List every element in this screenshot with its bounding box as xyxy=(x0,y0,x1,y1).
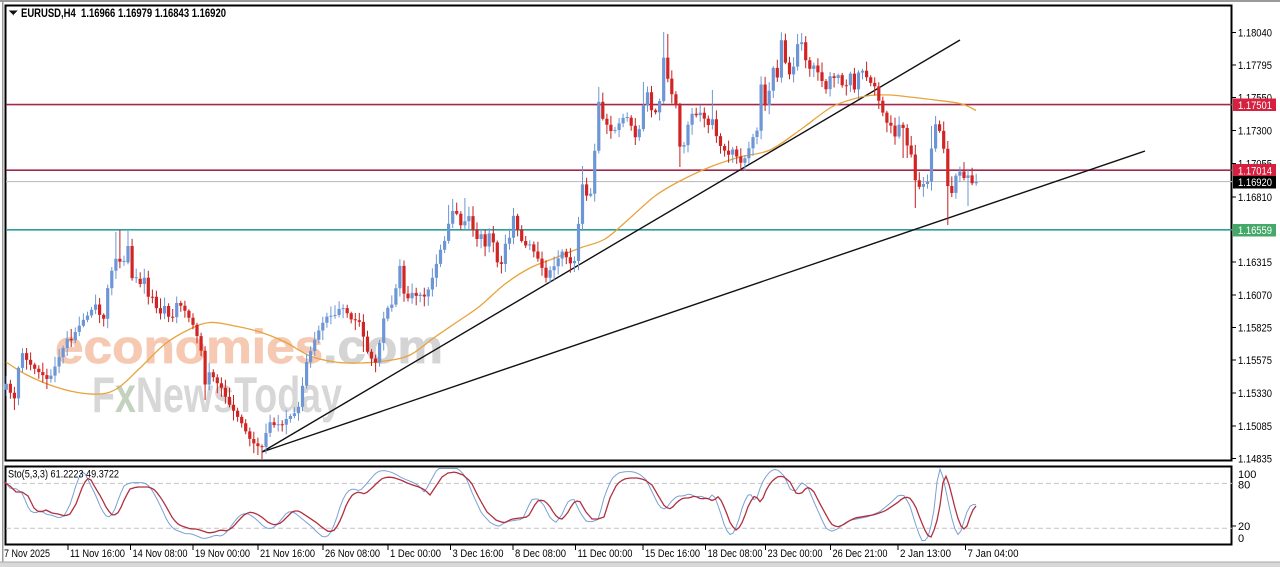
svg-text:23 Dec 00:00: 23 Dec 00:00 xyxy=(768,548,823,560)
svg-text:21 Nov 16:00: 21 Nov 16:00 xyxy=(260,548,315,560)
svg-text:18 Dec 08:00: 18 Dec 08:00 xyxy=(708,548,763,560)
svg-text:1.16315: 1.16315 xyxy=(1238,257,1272,269)
svg-text:19 Nov 00:00: 19 Nov 00:00 xyxy=(195,548,250,560)
svg-text:0: 0 xyxy=(1238,533,1244,545)
svg-text:26 Dec 21:00: 26 Dec 21:00 xyxy=(833,548,888,560)
svg-text:3 Dec 16:00: 3 Dec 16:00 xyxy=(453,548,504,560)
svg-text:1.16070: 1.16070 xyxy=(1238,290,1272,302)
svg-text:1.17795: 1.17795 xyxy=(1238,60,1272,72)
svg-text:1.16559: 1.16559 xyxy=(1238,225,1272,237)
svg-text:20: 20 xyxy=(1238,521,1250,533)
svg-text:7 Nov 2025: 7 Nov 2025 xyxy=(4,548,50,560)
svg-text:100: 100 xyxy=(1238,469,1256,481)
svg-text:1.15575: 1.15575 xyxy=(1238,355,1272,367)
svg-text:1.16920: 1.16920 xyxy=(1238,177,1272,189)
svg-text:7 Jan 04:00: 7 Jan 04:00 xyxy=(968,548,1019,560)
svg-text:8 Dec 08:00: 8 Dec 08:00 xyxy=(515,548,566,560)
svg-text:11 Nov 16:00: 11 Nov 16:00 xyxy=(70,548,125,560)
svg-text:26 Nov 08:00: 26 Nov 08:00 xyxy=(325,548,380,560)
svg-text:1.14835: 1.14835 xyxy=(1238,454,1272,466)
svg-text:1.15330: 1.15330 xyxy=(1238,388,1272,400)
svg-text:1.15085: 1.15085 xyxy=(1238,421,1272,433)
svg-text:14 Nov 08:00: 14 Nov 08:00 xyxy=(133,548,188,560)
svg-text:1.17501: 1.17501 xyxy=(1238,100,1272,112)
svg-text:1.17300: 1.17300 xyxy=(1238,126,1272,138)
svg-text:Sto(5,3,3) 61.2223 49.3722: Sto(5,3,3) 61.2223 49.3722 xyxy=(8,469,119,481)
svg-text:15 Dec 16:00: 15 Dec 16:00 xyxy=(645,548,700,560)
svg-text:1.18040: 1.18040 xyxy=(1238,28,1272,40)
svg-text:1.17014: 1.17014 xyxy=(1238,165,1272,177)
svg-text:2 Jan 13:00: 2 Jan 13:00 xyxy=(900,548,951,560)
svg-text:EURUSD,H4 1.16966 1.16979 1.1: EURUSD,H4 1.16966 1.16979 1.16843 1.1692… xyxy=(21,6,226,20)
svg-text:1 Dec 00:00: 1 Dec 00:00 xyxy=(390,548,441,560)
svg-text:1.15825: 1.15825 xyxy=(1238,323,1272,335)
svg-text:80: 80 xyxy=(1238,480,1250,492)
svg-text:1.16810: 1.16810 xyxy=(1238,192,1272,204)
svg-text:11 Dec 00:00: 11 Dec 00:00 xyxy=(578,548,633,560)
